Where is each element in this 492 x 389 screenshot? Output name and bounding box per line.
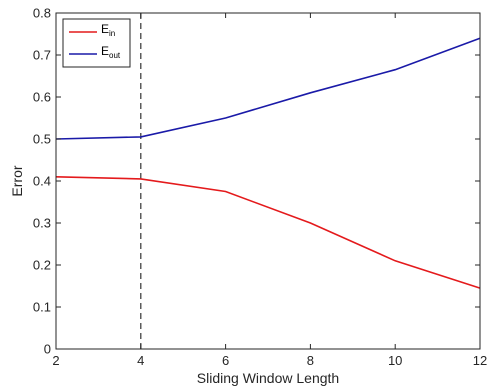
y-tick-label: 0.6: [33, 90, 51, 105]
y-axis-label: Error: [9, 165, 25, 196]
y-tick-label: 0.2: [33, 258, 51, 273]
x-tick-label: 12: [473, 353, 487, 368]
plot-area: [55, 13, 481, 349]
x-tick-label: 10: [388, 353, 402, 368]
legend-entry-name: E: [101, 44, 109, 58]
y-tick-label: 0.1: [33, 300, 51, 315]
x-axis-label: Sliding Window Length: [197, 370, 339, 386]
y-tick-label: 0.8: [33, 6, 51, 21]
x-tick-label: 2: [52, 353, 59, 368]
y-tick-label: 0.3: [33, 216, 51, 231]
legend-entry-subscript: out: [109, 51, 121, 60]
y-tick-label: 0.7: [33, 48, 51, 63]
x-tick-label: 4: [137, 353, 144, 368]
series-line-e-in: [55, 176, 481, 289]
axes: 2 4 6 8 10 12 0 0.1 0.2 0.3 0.4 0.5 0.6 0.7 0.8 Sliding…: [9, 6, 487, 387]
x-tick-label: 6: [222, 353, 229, 368]
legend-entry-name: E: [101, 22, 109, 36]
y-tick-label: 0.5: [33, 132, 51, 147]
x-tick-label: 8: [307, 353, 314, 368]
series-line-e-out: [55, 37, 481, 140]
y-tick-label: 0.4: [33, 174, 51, 189]
legend-entry-out: Eout: [101, 44, 121, 60]
y-tick-label: 0: [44, 342, 51, 357]
legend-entry-in: Ein: [101, 22, 115, 38]
plot-background: [56, 13, 480, 349]
legend-entry-subscript: in: [109, 29, 115, 38]
legend-box: [62, 18, 131, 68]
